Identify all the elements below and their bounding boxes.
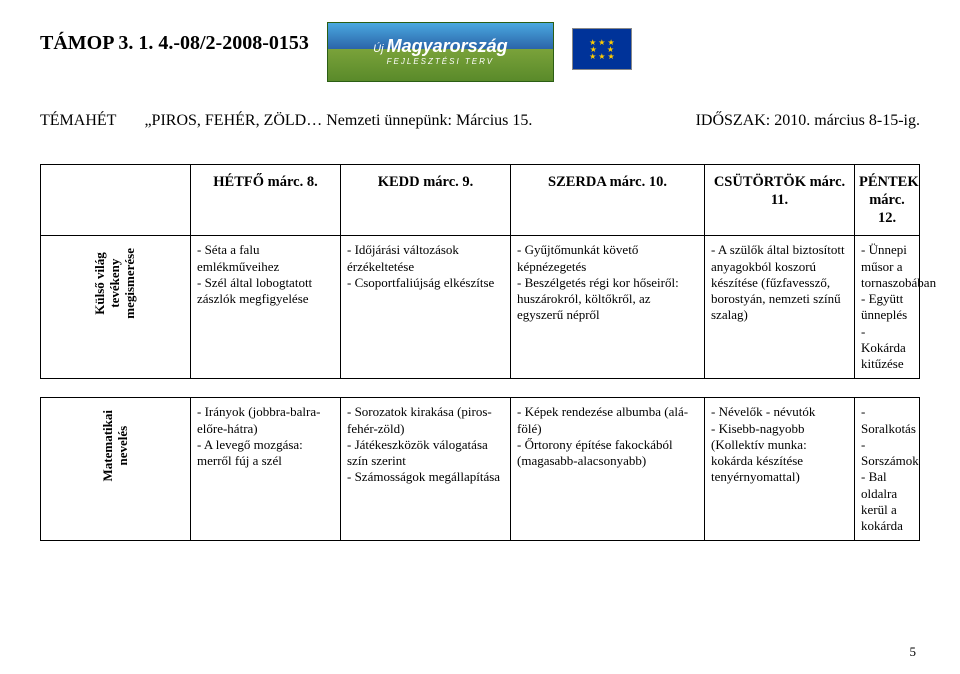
cell: - Névelők - névutók- Kisebb-nagyobb (Kol… xyxy=(705,398,855,541)
col-thursday: CSÜTÖRTÖK márc. 11. xyxy=(705,165,855,236)
cell: - Séta a falu emlékműveihez- Szél által … xyxy=(191,236,341,379)
cell: - Sorozatok kirakása (piros-fehér-zöld)-… xyxy=(341,398,511,541)
schedule-table: HÉTFŐ márc. 8. KEDD márc. 9. SZERDA márc… xyxy=(40,164,920,541)
col-friday: PÉNTEK márc. 12. xyxy=(855,165,920,236)
table-header-row: HÉTFŐ márc. 8. KEDD márc. 9. SZERDA márc… xyxy=(41,165,920,236)
cell: - Képek rendezése albumba (alá-fölé)- Őr… xyxy=(511,398,705,541)
cell: - Időjárási változások érzékeltetése- Cs… xyxy=(341,236,511,379)
col-wednesday: SZERDA márc. 10. xyxy=(511,165,705,236)
table-row: Külső világtevékenymegismerése - Séta a … xyxy=(41,236,920,379)
theme-label: TÉMAHÉT xyxy=(40,112,116,130)
table-header-blank xyxy=(41,165,191,236)
cell: - Irányok (jobbra-balra-előre-hátra)- A … xyxy=(191,398,341,541)
project-code: TÁMOP 3. 1. 4.-08/2-2008-0153 xyxy=(40,22,309,55)
theme-text: „PIROS, FEHÉR, ZÖLD… Nemzeti ünnepünk: M… xyxy=(144,112,532,130)
eu-flag-icon: ★ ★ ★★ ★★ ★ ★ xyxy=(572,28,632,70)
row-label-world: Külső világtevékenymegismerése xyxy=(41,236,191,379)
program-logo: Új Magyarország FEJLESZTÉSI TERV xyxy=(327,22,554,82)
table-row: Matematikainevelés - Irányok (jobbra-bal… xyxy=(41,398,920,541)
col-monday: HÉTFŐ márc. 8. xyxy=(191,165,341,236)
col-tuesday: KEDD márc. 9. xyxy=(341,165,511,236)
cell: - Soralkotás- Sorszámok- Bal oldalra ker… xyxy=(855,398,920,541)
cell: - Ünnepi műsor a tornaszobában- Együtt ü… xyxy=(855,236,920,379)
document-header: TÁMOP 3. 1. 4.-08/2-2008-0153 Új Magyaro… xyxy=(40,22,920,82)
cell: - Gyűjtőmunkát követő képnézegetés- Besz… xyxy=(511,236,705,379)
cell: - A szülők által biztosított anyagokból … xyxy=(705,236,855,379)
period: IDŐSZAK: 2010. március 8-15-ig. xyxy=(696,112,920,130)
title-row: TÉMAHÉT „PIROS, FEHÉR, ZÖLD… Nemzeti ünn… xyxy=(40,112,920,130)
page-number: 5 xyxy=(910,644,917,660)
row-label-math: Matematikainevelés xyxy=(41,398,191,541)
